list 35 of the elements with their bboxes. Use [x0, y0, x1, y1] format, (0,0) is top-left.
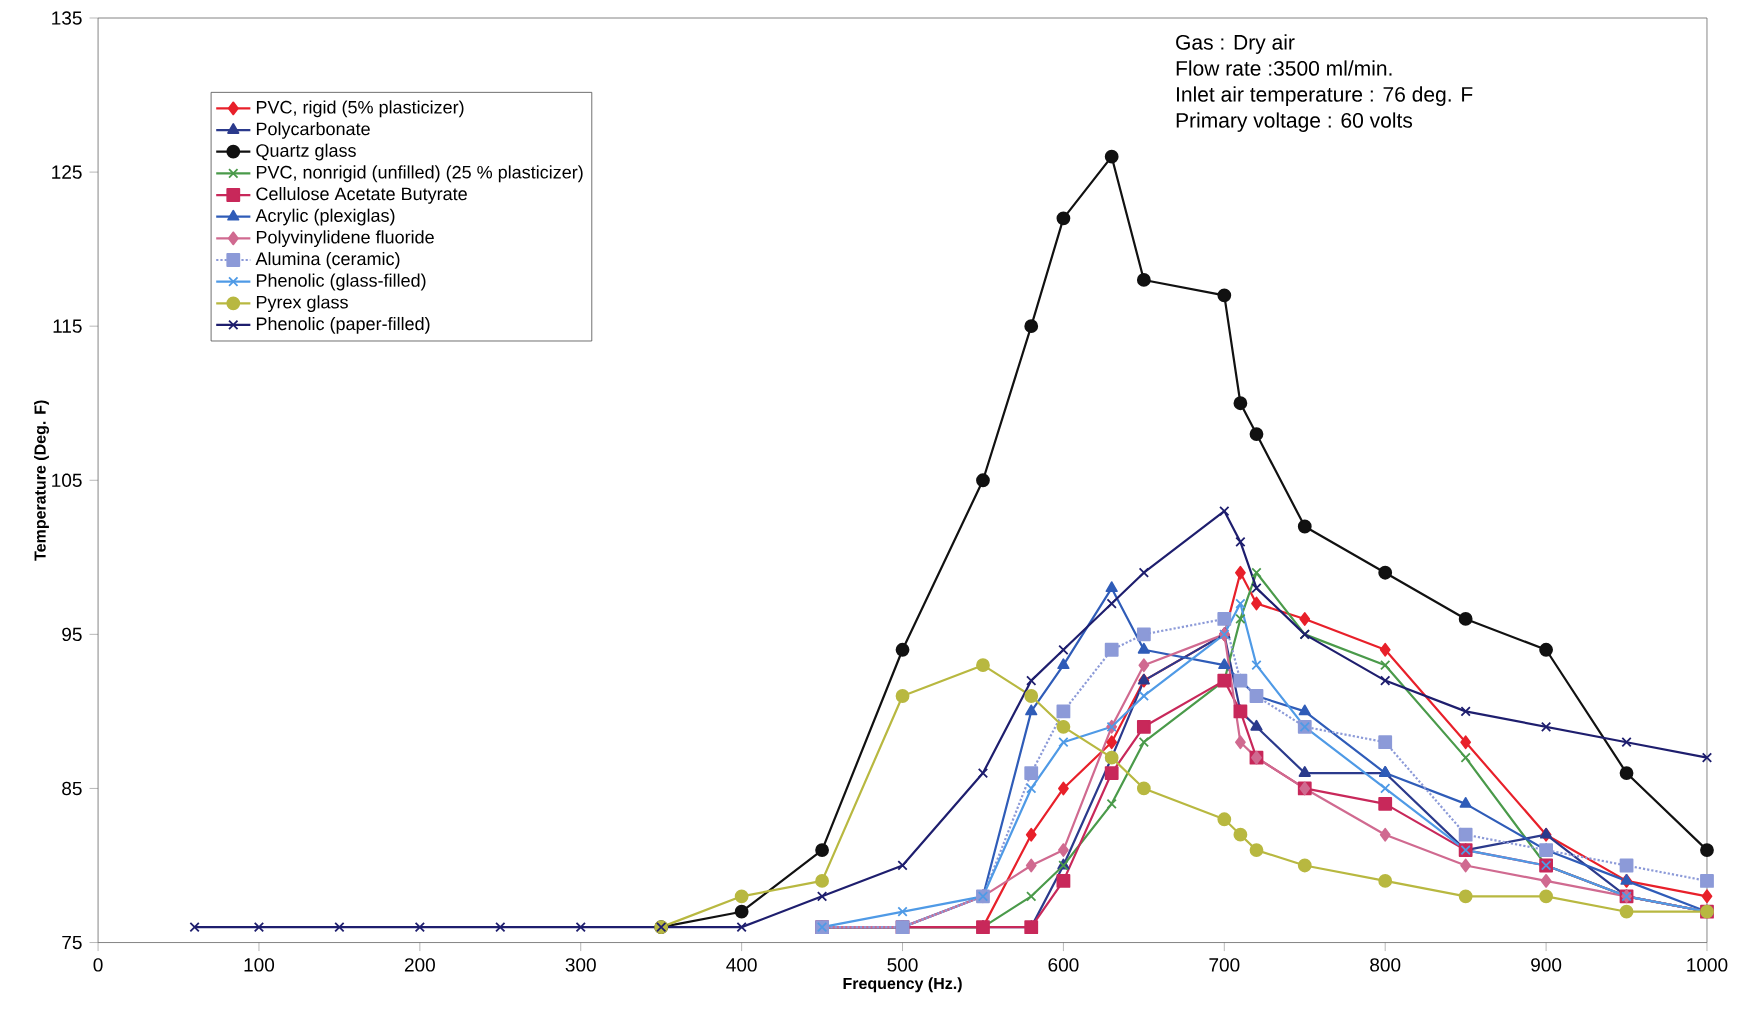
y-tick-label: 125: [52, 165, 82, 180]
annotation: Gas : Dry air: [1176, 34, 1295, 55]
x-axis-title: Frequency (Hz.): [843, 977, 962, 993]
legend-label: Cellulose Acetate Butyrate: [256, 187, 467, 204]
legend-label: PVC, nonrigid (unfilled) (25 % plasticizer): [256, 165, 583, 183]
x-tick-label: 800: [1370, 958, 1401, 972]
x-tick-label: 500: [887, 958, 918, 972]
x-tick-label: 400: [726, 958, 757, 972]
legend-label: PVC, rigid (5% plasticizer): [256, 100, 464, 118]
annotation: Primary voltage : 60 volts: [1176, 112, 1413, 133]
x-tick-label: 600: [1048, 958, 1079, 972]
x-tick-label: 1000: [1687, 958, 1728, 972]
annotation: Flow rate :3500 ml/min.: [1176, 60, 1392, 76]
x-tick-label: 900: [1531, 958, 1562, 972]
annotation: Inlet air temperature : 76 deg. F: [1177, 86, 1473, 107]
legend-label: Polyvinylidene fluoride: [256, 230, 434, 248]
legend-label: Acrylic (plexiglas): [255, 208, 395, 226]
legend-label: Phenolic (glass-filled): [256, 273, 426, 291]
y-tick-label: 115: [53, 319, 82, 334]
legend-label: Quartz glass: [256, 143, 356, 161]
legend-label: Polycarbonate: [256, 122, 370, 140]
x-tick-label: 200: [404, 958, 435, 972]
legend-label: Phenolic (paper-filled): [256, 317, 430, 334]
y-tick-label: 95: [62, 627, 82, 642]
x-tick-label: 100: [244, 958, 275, 972]
x-tick-label: 700: [1209, 958, 1240, 972]
y-tick-label: 135: [52, 11, 82, 25]
legend-label: Pyrex glass: [256, 295, 348, 313]
y-tick-label: 105: [52, 473, 82, 488]
y-tick-label: 75: [62, 936, 82, 950]
x-tick-label: 0: [93, 958, 103, 972]
y-axis-title: Temperature (Deg. F): [34, 400, 49, 561]
y-tick-label: 85: [62, 781, 82, 796]
x-tick-label: 300: [565, 958, 596, 972]
legend-label: Alumina (ceramic): [255, 252, 400, 269]
